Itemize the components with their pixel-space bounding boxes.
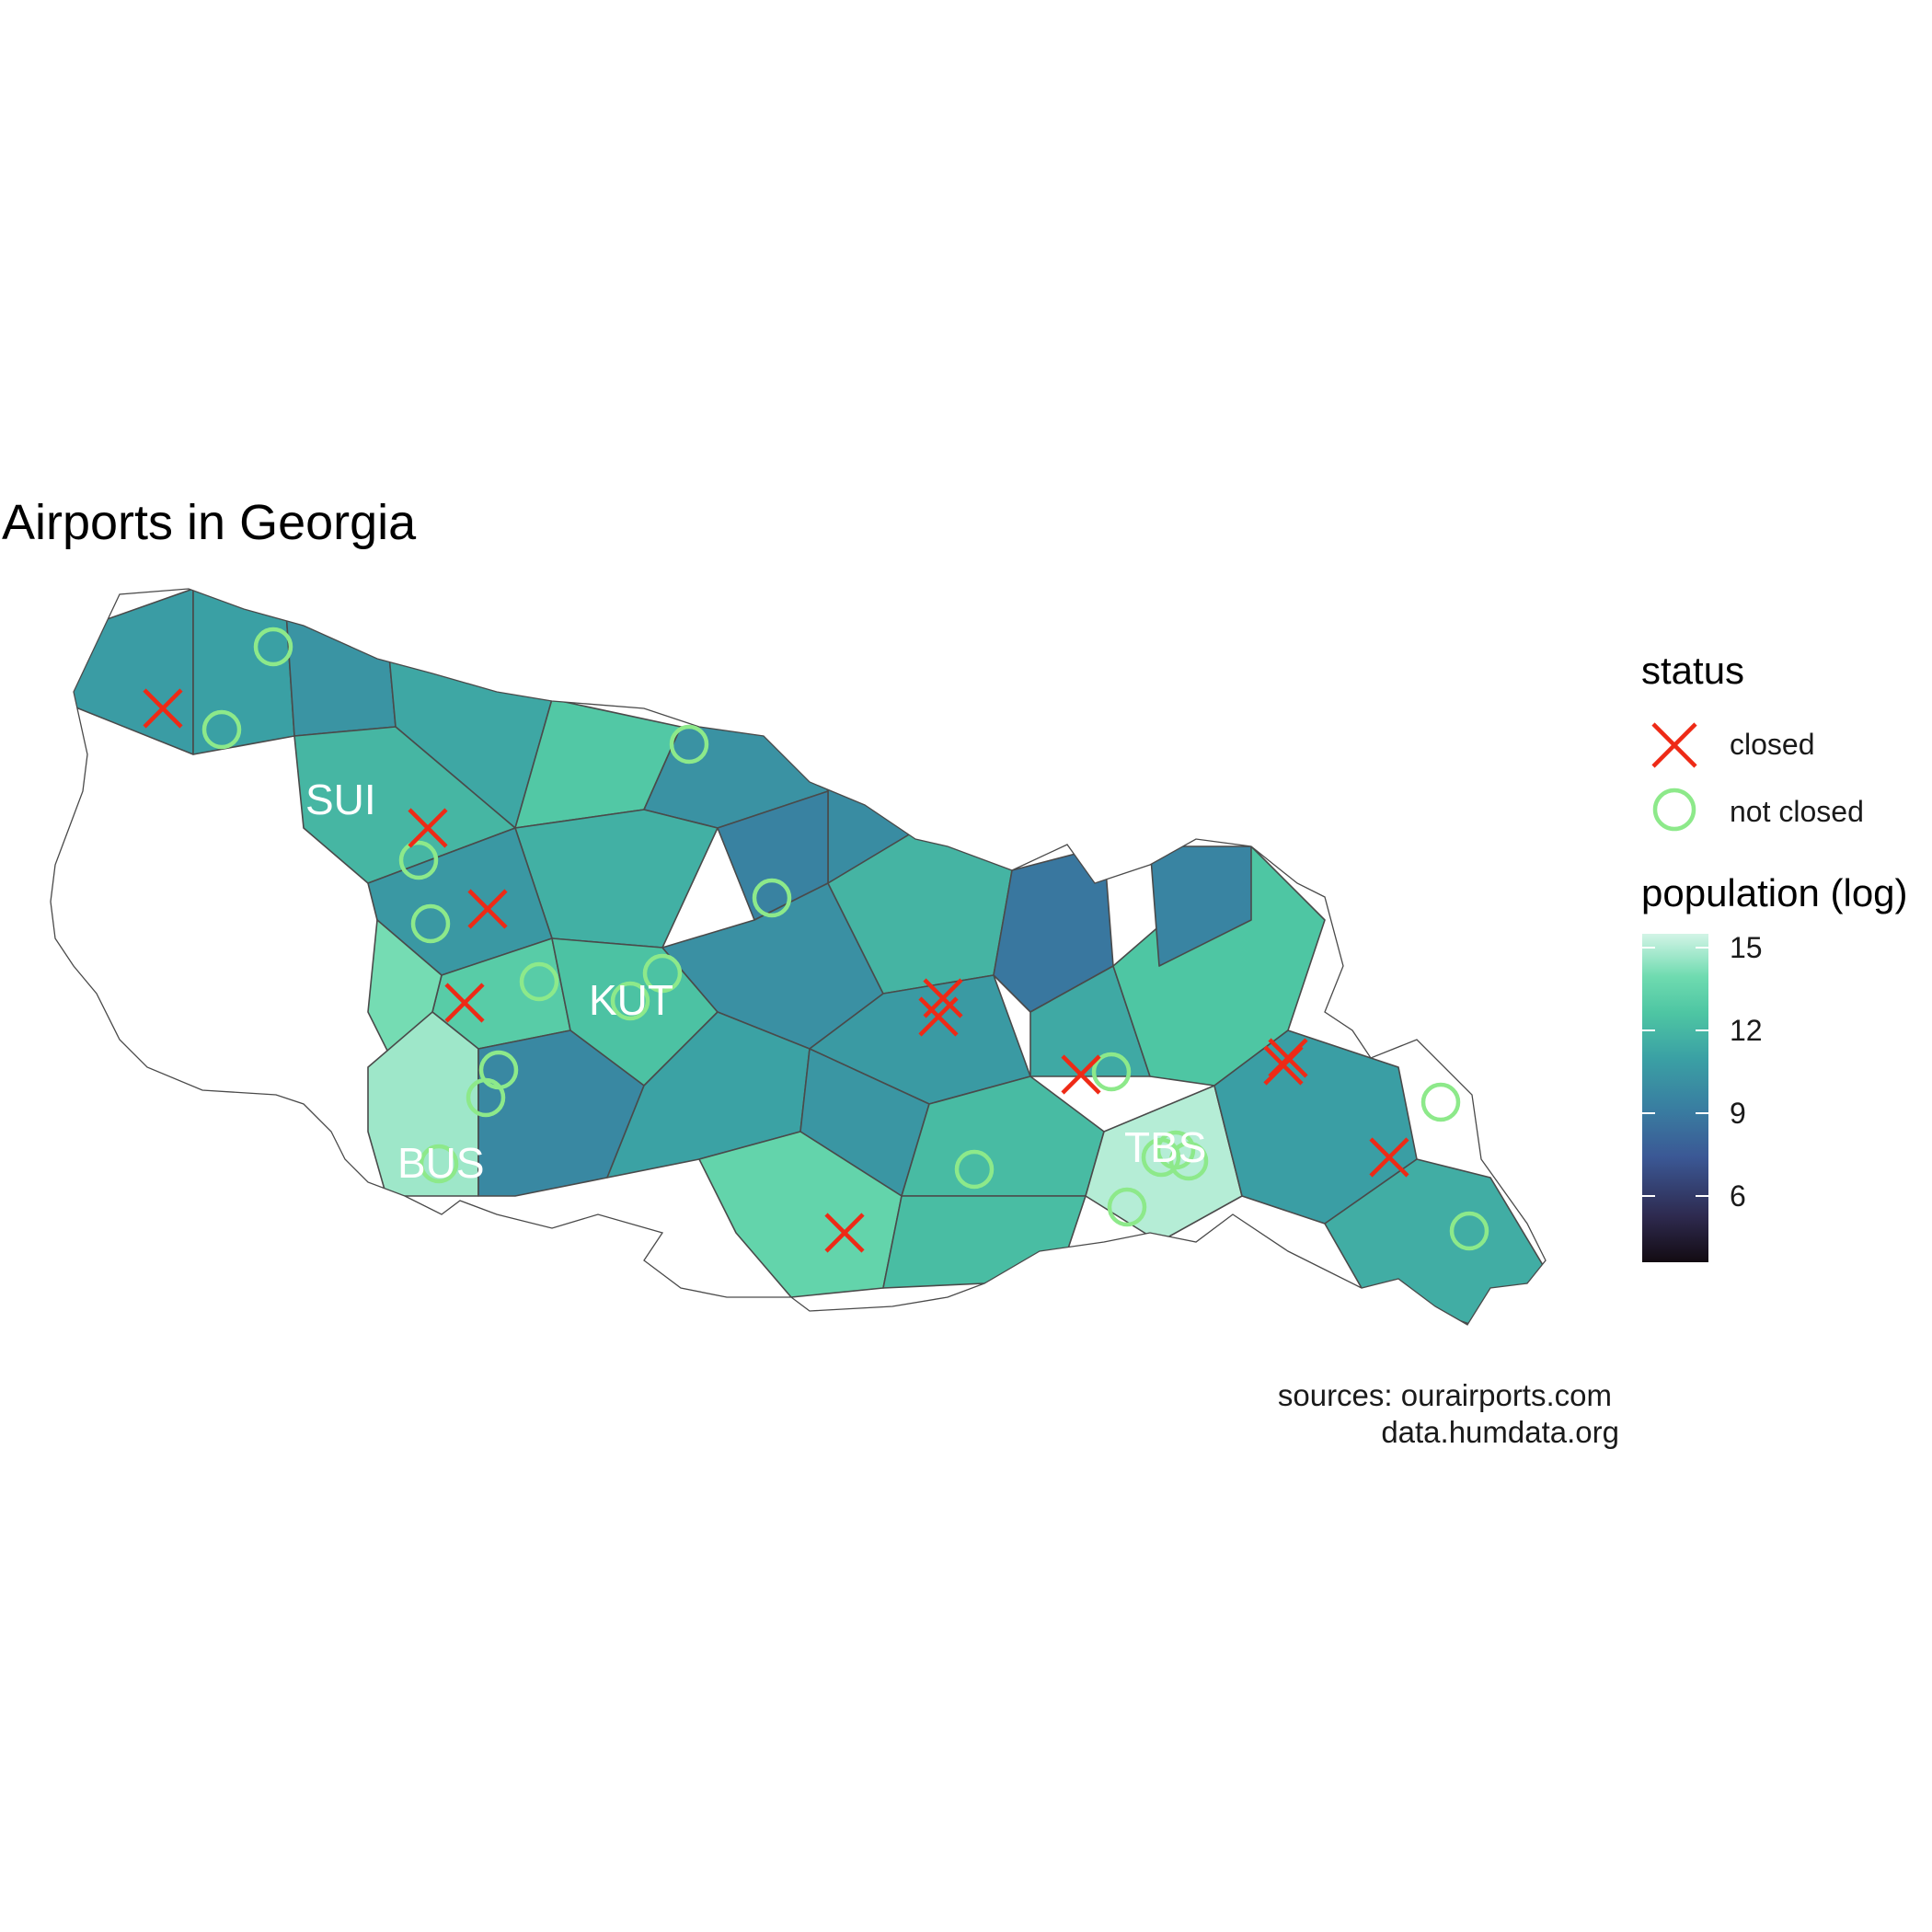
- legend-population-title: population (log): [1641, 871, 1908, 914]
- legend-not-closed-key: not closed: [1652, 788, 1864, 832]
- open-airport-marker: [1107, 1187, 1147, 1227]
- district-region: [284, 597, 397, 737]
- open-airport-marker: [1091, 1052, 1132, 1092]
- open-airport-marker: [1449, 1211, 1489, 1251]
- open-airport-marker: [1420, 1082, 1461, 1122]
- open-airport-marker: [610, 981, 650, 1021]
- districts-layer: [51, 589, 1546, 1325]
- city-label-bus: BUS: [397, 1139, 485, 1187]
- georgia-map: [50, 588, 1547, 1326]
- population-colorbar: [1642, 934, 1708, 1262]
- open-airport-marker: [253, 627, 293, 667]
- open-airport-marker: [519, 961, 559, 1002]
- district-region: [1149, 845, 1252, 967]
- city-label-tbs: TBS: [1124, 1123, 1206, 1171]
- open-airport-marker: [752, 878, 792, 918]
- caption-line-1: sources: ourairports.com: [1278, 1378, 1612, 1412]
- closed-airport-marker: [1369, 1137, 1409, 1178]
- open-airport-marker: [419, 1144, 459, 1184]
- open-airport-marker: [410, 903, 451, 944]
- closed-airport-marker: [444, 983, 485, 1023]
- x-cross-icon: [1651, 722, 1697, 768]
- closed-airport-marker: [1061, 1054, 1101, 1095]
- closed-airport-marker: [467, 889, 508, 929]
- caption: sources: ourairports.com data.humdata.or…: [1278, 1378, 1619, 1449]
- closed-airport-marker: [824, 1213, 865, 1253]
- open-airport-marker: [398, 840, 439, 880]
- legend-closed-label: closed: [1730, 728, 1815, 761]
- open-airport-marker: [201, 709, 242, 750]
- open-airport-marker: [642, 953, 683, 994]
- colorbar-tick-label: 12: [1730, 1014, 1763, 1047]
- open-airport-marker: [669, 724, 709, 765]
- district-region: [882, 1195, 1087, 1289]
- colorbar-tick-label: 15: [1730, 931, 1763, 964]
- city-label-kut: KUT: [589, 976, 673, 1024]
- city-labels: SUI KUT TBS BUS: [305, 776, 1206, 1187]
- caption-line-2: data.humdata.org: [1381, 1415, 1619, 1449]
- map-title: Airports in Georgia: [2, 495, 417, 550]
- city-label-sui: SUI: [305, 776, 376, 823]
- colorbar-ticks: 15 12 9 6: [1642, 931, 1763, 1213]
- closed-airport-marker: [408, 808, 448, 848]
- district-region: [192, 589, 295, 755]
- country-outline: [50, 588, 1547, 1326]
- legend-status-title: status: [1641, 649, 1744, 692]
- legend-not-closed-label: not closed: [1730, 795, 1864, 828]
- legend: status closed not closed population (log…: [1641, 649, 1908, 1262]
- open-airport-marker: [1141, 1137, 1181, 1178]
- closed-airport-marker: [1268, 1038, 1308, 1078]
- closed-airport-marker: [918, 996, 959, 1037]
- open-airport-marker: [1168, 1141, 1209, 1181]
- colorbar-tick-label: 9: [1730, 1097, 1746, 1130]
- closed-airport-marker: [143, 688, 183, 729]
- open-circle-icon: [1652, 788, 1696, 832]
- district-region: [51, 589, 194, 755]
- airport-markers: [143, 627, 1489, 1253]
- legend-closed-key: closed: [1651, 722, 1815, 768]
- colorbar-tick-label: 6: [1730, 1179, 1746, 1213]
- open-airport-marker: [954, 1149, 995, 1190]
- open-airport-marker: [466, 1077, 506, 1118]
